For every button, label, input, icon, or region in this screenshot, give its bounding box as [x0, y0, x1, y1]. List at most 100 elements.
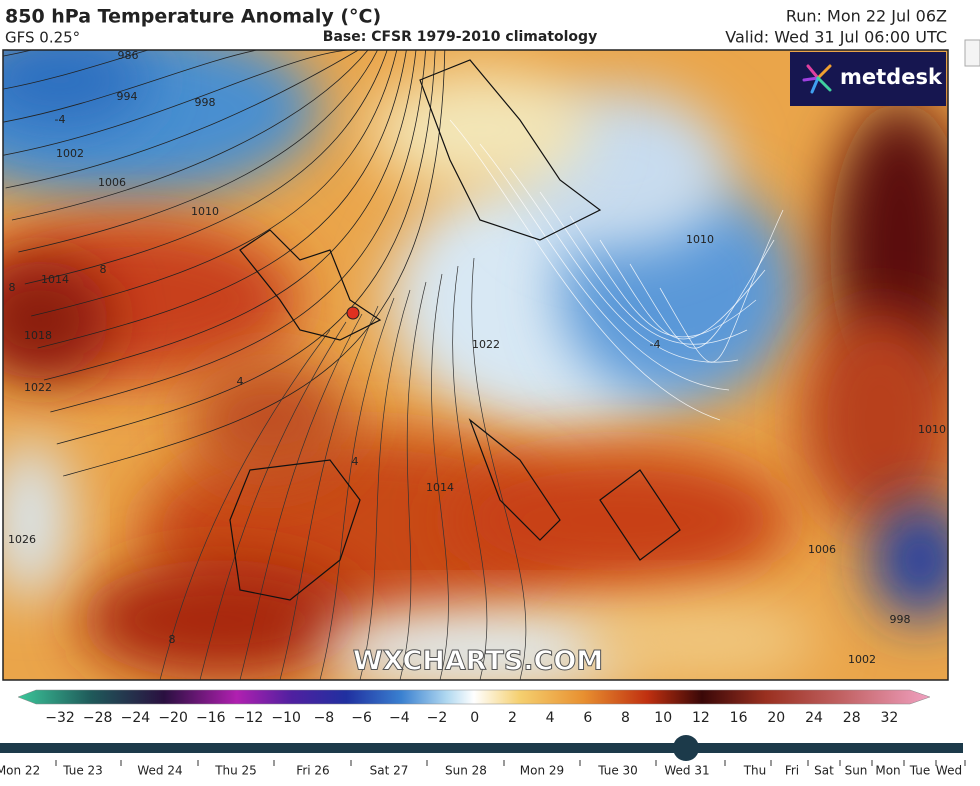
logo: metdesk — [840, 65, 943, 89]
timeline-day[interactable]: Sat — [814, 764, 834, 778]
anomaly-blob — [370, 70, 590, 190]
timeline-day[interactable]: Tue 23 — [62, 764, 103, 778]
contour-label: 1010 — [918, 423, 946, 436]
anomaly-blob — [580, 600, 820, 680]
anomaly-contour — [479, 143, 730, 391]
isobar-line — [452, 265, 488, 680]
base: Base: CFSR 1979-2010 climatology — [323, 29, 597, 45]
timeline-day[interactable]: Thu 25 — [214, 764, 257, 778]
timeline-day[interactable]: Mon 22 — [0, 764, 40, 778]
timeline-day[interactable]: Mon 29 — [520, 764, 564, 778]
contour-label: 1022 — [472, 338, 500, 351]
contour-label: -4 — [650, 338, 661, 351]
colorbar-tick-label: 10 — [654, 710, 672, 726]
isobar-line — [24, 50, 388, 285]
location-marker — [346, 306, 360, 320]
colorbar — [17, 689, 931, 705]
colorbar-tick-label: −28 — [83, 710, 113, 726]
isobar-line — [3, 50, 340, 123]
colorbar-tick-label: −6 — [351, 710, 372, 726]
isobar-line — [3, 50, 330, 90]
timeline-day[interactable]: Sun — [845, 764, 868, 778]
contour-label: 1018 — [24, 329, 52, 342]
contour-label: 4 — [237, 375, 244, 388]
isobar-line — [50, 50, 426, 413]
timeline-day[interactable]: Tue 30 — [597, 764, 638, 778]
coastline — [229, 59, 681, 601]
anomaly-contour — [509, 167, 739, 363]
anomaly-blob — [320, 610, 640, 680]
timeline-day[interactable]: Mon — [875, 764, 900, 778]
colorbar-tick-label: 0 — [470, 710, 479, 726]
colorbar-tick-label: −8 — [314, 710, 335, 726]
isobar-line — [18, 50, 378, 253]
timeline-day[interactable]: Sat 27 — [370, 764, 409, 778]
contour-label: 1010 — [686, 233, 714, 246]
timeline-bar[interactable] — [0, 743, 963, 753]
contour-label: 998 — [890, 613, 911, 626]
colorbar-tick-label: 24 — [805, 710, 823, 726]
isobar-line — [199, 321, 347, 680]
isobar-line — [159, 329, 331, 680]
timeline-day[interactable]: Wed 31 — [664, 764, 709, 778]
isobar-line — [63, 50, 446, 477]
model: GFS 0.25° — [5, 29, 80, 47]
contour-label: 998 — [195, 96, 216, 109]
anomaly-contour — [449, 119, 721, 421]
colorbar-tick-label: 2 — [508, 710, 517, 726]
side-button[interactable] — [964, 39, 980, 67]
contour-label: 1010 — [191, 205, 219, 218]
timeline-day[interactable]: Fri 26 — [296, 764, 329, 778]
contour-label: 1014 — [41, 273, 69, 286]
anomaly-blob — [800, 310, 948, 530]
isobar-line — [3, 50, 349, 156]
run: Run: Mon 22 Jul 06Z — [786, 7, 947, 26]
contour-label: 1006 — [98, 176, 126, 189]
colorbar-tick-label: 8 — [621, 710, 630, 726]
contour-label: 8 — [100, 263, 107, 276]
timeline-day[interactable]: Tue — [909, 764, 931, 778]
isobar-line — [399, 281, 427, 680]
timeline-day[interactable]: Wed 24 — [137, 764, 182, 778]
anomaly-blob — [3, 50, 150, 130]
timeline-day[interactable]: Fri — [785, 764, 799, 778]
contour-label: 994 — [117, 90, 138, 103]
colorbar-tick-label: −10 — [271, 710, 301, 726]
contour-label: 8 — [9, 281, 16, 294]
colorbar-tick-label: 16 — [730, 710, 748, 726]
map-frame — [2, 49, 949, 681]
contour-label: 1022 — [24, 381, 52, 394]
timeline-day[interactable]: Thu — [743, 764, 767, 778]
timeline-day[interactable]: Sun 28 — [445, 764, 487, 778]
colorbar-tick-label: 32 — [880, 710, 898, 726]
anomaly-blob — [80, 560, 360, 680]
colorbar-tick-label: 12 — [692, 710, 710, 726]
timeline-day[interactable]: Wed — [936, 764, 962, 778]
colorbar-tick-label: −32 — [45, 710, 75, 726]
anomaly-blob — [870, 500, 948, 620]
contour-label: 1002 — [848, 653, 876, 666]
colorbar-tick-label: 6 — [583, 710, 592, 726]
timeline-knob[interactable] — [673, 735, 699, 761]
isobar-line — [239, 313, 363, 680]
colorbar-tick-label: −4 — [389, 710, 410, 726]
watermark: WXCHARTS.COM — [353, 646, 603, 677]
title: 850 hPa Temperature Anomaly (°C) — [5, 6, 381, 28]
anomaly-field — [3, 50, 948, 680]
colorbar-tick-label: −20 — [158, 710, 188, 726]
colorbar-tick-label: −12 — [234, 710, 264, 726]
contour-label: 1026 — [8, 533, 36, 546]
isobar-line — [471, 257, 527, 680]
logo-icon — [802, 64, 832, 94]
valid: Valid: Wed 31 Jul 06:00 UTC — [725, 28, 947, 47]
contour-label: 1002 — [56, 147, 84, 160]
contour-label: -4 — [55, 113, 66, 126]
isobar-line — [37, 50, 407, 349]
colorbar-tick-label: −24 — [121, 710, 151, 726]
contour-label: 1006 — [808, 543, 836, 556]
colorbar-tick-label: 28 — [843, 710, 861, 726]
anomaly-blob — [3, 440, 70, 600]
anomaly-blob — [190, 360, 350, 480]
